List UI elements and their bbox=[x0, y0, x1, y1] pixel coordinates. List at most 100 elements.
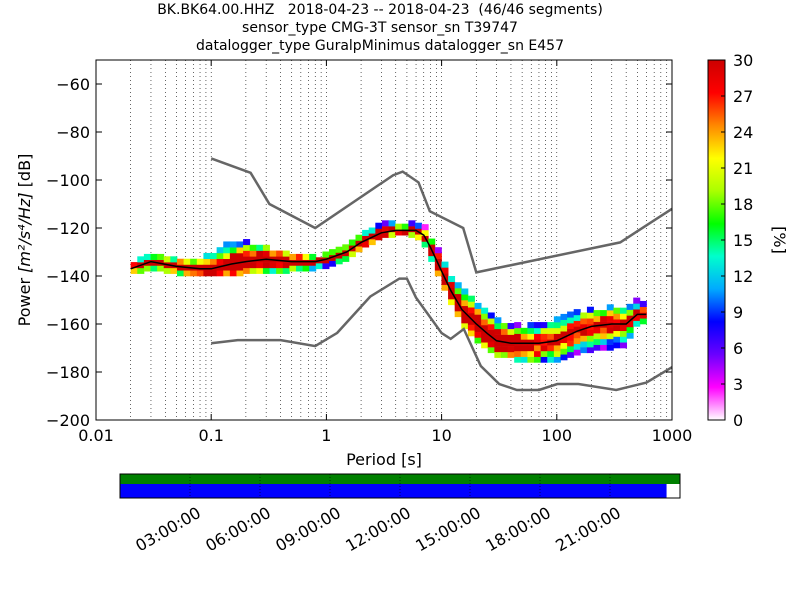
density-cell bbox=[355, 246, 363, 253]
y-tick-label: −140 bbox=[46, 267, 90, 286]
density-cell bbox=[507, 334, 515, 341]
x-tick-label: 100 bbox=[542, 426, 573, 445]
density-cell bbox=[229, 247, 237, 254]
density-cell bbox=[474, 325, 482, 332]
density-cell bbox=[467, 324, 475, 331]
density-cell bbox=[606, 304, 614, 311]
low-noise-model-curve bbox=[211, 277, 673, 392]
density-cell bbox=[210, 270, 218, 277]
density-cell bbox=[500, 323, 508, 330]
density-cell bbox=[223, 241, 231, 248]
density-cell bbox=[137, 267, 145, 274]
density-cell bbox=[487, 318, 495, 325]
density-cell bbox=[613, 324, 621, 332]
density-cell bbox=[487, 329, 495, 336]
density-cell bbox=[593, 333, 601, 340]
density-cell bbox=[295, 253, 304, 260]
colorbar-tick-label: 0 bbox=[733, 411, 743, 430]
density-cell bbox=[441, 284, 449, 291]
timeline-tick-label: 12:00:00 bbox=[342, 503, 414, 555]
density-cell bbox=[329, 254, 337, 261]
chart-title-line-2: sensor_type CMG-3T sensor_sn T39747 bbox=[242, 20, 518, 36]
density-cell bbox=[302, 253, 310, 260]
density-cell bbox=[415, 234, 423, 241]
density-cell bbox=[322, 251, 330, 258]
density-cell bbox=[454, 288, 462, 295]
density-cell bbox=[534, 356, 542, 363]
density-cell bbox=[150, 253, 158, 260]
density-cell bbox=[388, 226, 396, 233]
density-cell bbox=[500, 340, 508, 347]
y-tick-label: −120 bbox=[46, 219, 90, 238]
density-cell bbox=[434, 270, 442, 277]
density-cell bbox=[461, 323, 469, 330]
density-cell bbox=[461, 305, 469, 312]
timeline-tick-label: 21:00:00 bbox=[552, 503, 624, 555]
density-cell bbox=[434, 252, 442, 260]
density-cell bbox=[315, 263, 323, 270]
density-cell bbox=[243, 239, 251, 246]
density-cell bbox=[514, 333, 522, 340]
density-cell bbox=[249, 244, 257, 251]
density-cell bbox=[434, 247, 442, 254]
density-cell bbox=[176, 258, 184, 265]
density-cell bbox=[507, 346, 515, 353]
density-cell bbox=[553, 339, 561, 346]
density-cell bbox=[547, 339, 555, 346]
density-cell bbox=[619, 324, 628, 332]
density-cell bbox=[467, 307, 475, 314]
density-cell bbox=[249, 267, 257, 274]
density-cell bbox=[567, 323, 575, 330]
density-cell bbox=[243, 256, 251, 263]
density-cell bbox=[216, 252, 224, 260]
density-cell bbox=[276, 262, 284, 269]
density-cell bbox=[282, 256, 290, 263]
density-cell bbox=[467, 301, 475, 308]
density-cell bbox=[553, 322, 561, 329]
density-cell bbox=[619, 336, 628, 343]
density-cell bbox=[481, 336, 489, 343]
density-cell bbox=[441, 267, 449, 274]
density-cell bbox=[580, 312, 588, 319]
density-cell bbox=[593, 327, 601, 334]
density-cell bbox=[494, 334, 502, 341]
density-cell bbox=[229, 258, 237, 265]
density-cell bbox=[210, 258, 218, 265]
density-cell bbox=[639, 318, 647, 325]
density-cell bbox=[593, 321, 601, 328]
density-cell bbox=[467, 312, 475, 320]
density-cell bbox=[573, 326, 581, 333]
density-cell bbox=[203, 258, 211, 265]
density-cell bbox=[335, 258, 343, 265]
density-cell bbox=[368, 227, 376, 234]
timeline-tick-label: 09:00:00 bbox=[272, 503, 344, 555]
colorbar-tick-label: 21 bbox=[733, 159, 753, 178]
density-cell bbox=[196, 264, 204, 271]
x-tick-label: 10 bbox=[431, 426, 451, 445]
density-cell bbox=[243, 250, 251, 257]
density-cell bbox=[236, 264, 244, 271]
density-cell bbox=[143, 265, 151, 272]
density-cell bbox=[487, 312, 495, 319]
density-cell bbox=[236, 241, 244, 248]
density-cell bbox=[540, 356, 548, 363]
density-cell bbox=[375, 228, 383, 235]
density-cell bbox=[329, 249, 337, 256]
density-cell bbox=[309, 253, 317, 260]
density-cell bbox=[540, 350, 548, 357]
density-cell bbox=[573, 309, 581, 316]
density-cell bbox=[580, 347, 588, 354]
density-cell bbox=[580, 335, 588, 342]
density-cell bbox=[401, 229, 409, 236]
density-cell bbox=[500, 328, 508, 335]
density-cell bbox=[560, 354, 568, 361]
density-cell bbox=[560, 325, 568, 332]
density-cell bbox=[203, 264, 211, 271]
density-cell bbox=[461, 311, 469, 318]
y-axis-label: Power [m²/s⁴/Hz] [dB] bbox=[15, 154, 34, 327]
density-cell bbox=[560, 348, 568, 355]
density-cell bbox=[553, 327, 561, 334]
density-cell bbox=[395, 223, 403, 230]
density-cell bbox=[481, 313, 489, 320]
density-cell bbox=[434, 264, 442, 271]
